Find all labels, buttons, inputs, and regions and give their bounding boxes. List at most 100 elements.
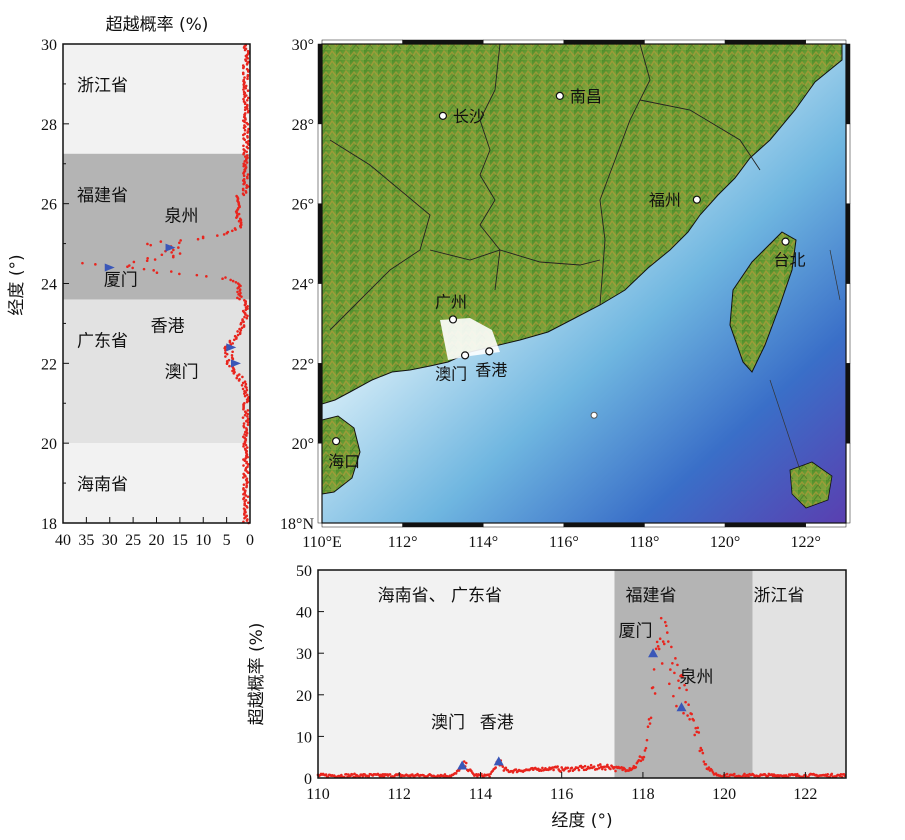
data-point — [94, 263, 97, 266]
data-point — [242, 151, 246, 155]
data-point — [675, 704, 678, 708]
x-tick-label: 15 — [172, 532, 188, 549]
data-point — [664, 624, 668, 628]
data-point — [241, 119, 245, 122]
city-label: 广州 — [435, 292, 467, 311]
data-point — [684, 700, 687, 704]
data-point — [243, 315, 246, 319]
left-title: 超越概率 (%) — [106, 15, 209, 35]
data-point — [178, 241, 181, 245]
y-tick-label: 22 — [41, 356, 57, 373]
data-point — [710, 769, 714, 772]
data-point — [179, 239, 182, 242]
data-point — [682, 711, 685, 715]
province-border — [429, 249, 601, 266]
city-label: 泉州 — [165, 207, 199, 227]
data-point — [627, 769, 631, 772]
data-point — [725, 772, 729, 776]
data-point — [242, 78, 246, 82]
data-point — [242, 88, 245, 91]
map-y-tick-label: 28° — [292, 117, 314, 134]
region-band — [63, 153, 250, 300]
province-border — [639, 99, 761, 171]
data-point — [659, 616, 663, 620]
data-point — [228, 339, 232, 343]
data-point — [244, 443, 248, 447]
data-point — [566, 766, 570, 770]
data-point — [654, 647, 658, 651]
data-point — [556, 765, 559, 768]
data-point — [644, 746, 648, 750]
data-point — [243, 389, 246, 393]
data-point — [246, 77, 249, 81]
data-point — [232, 338, 236, 342]
data-point — [695, 730, 699, 734]
data-point — [247, 395, 250, 399]
data-point — [242, 178, 246, 181]
data-point — [692, 719, 695, 722]
y-tick-label: 28 — [41, 117, 57, 134]
data-point — [245, 150, 249, 154]
data-point — [247, 109, 250, 113]
data-point — [501, 765, 505, 768]
data-point — [676, 663, 679, 667]
data-point — [245, 477, 249, 480]
data-point — [245, 161, 249, 164]
data-point — [597, 766, 601, 770]
city-dot — [692, 195, 701, 204]
data-point — [653, 692, 657, 695]
region-label: 浙江省 — [753, 586, 804, 606]
island-dot — [590, 411, 598, 419]
y-tick-label: 26 — [41, 197, 57, 214]
data-point — [233, 334, 237, 338]
data-point — [245, 98, 249, 102]
data-point — [243, 410, 247, 413]
data-point — [606, 763, 609, 767]
x-tick-label: 5 — [223, 532, 231, 549]
y-tick-label: 20 — [296, 688, 312, 705]
data-point — [142, 267, 146, 271]
data-point — [243, 413, 247, 417]
data-point — [243, 401, 246, 405]
data-point — [245, 446, 249, 449]
data-point — [704, 763, 708, 766]
x-tick-label: 110 — [306, 786, 329, 803]
data-point — [244, 385, 247, 388]
data-point — [243, 433, 246, 436]
data-point — [224, 276, 227, 279]
data-point — [231, 342, 235, 345]
data-point — [707, 766, 711, 769]
x-tick-label: 35 — [78, 532, 94, 549]
city-marker — [226, 343, 237, 352]
data-point — [244, 498, 248, 502]
data-point — [245, 431, 249, 435]
philippine-islands — [789, 461, 833, 509]
city-label: 厦门 — [619, 622, 653, 642]
province-border — [479, 44, 501, 291]
map-y-tick-label: 20° — [292, 436, 314, 453]
data-point — [237, 212, 241, 216]
city-label: 南昌 — [570, 87, 602, 106]
data-point — [462, 760, 466, 763]
region-band — [63, 44, 250, 154]
x-tick-label: 30 — [102, 532, 118, 549]
data-point — [216, 234, 219, 237]
data-point — [639, 759, 643, 763]
pearl-river-estuary — [440, 318, 500, 360]
data-point — [246, 103, 249, 107]
data-point — [242, 324, 246, 327]
data-point — [494, 766, 497, 769]
data-point — [238, 327, 241, 331]
data-point — [242, 144, 245, 148]
data-point — [238, 288, 242, 291]
data-point — [246, 415, 249, 418]
city-label: 泉州 — [679, 667, 713, 687]
data-point — [643, 749, 647, 752]
data-point — [126, 265, 129, 269]
data-point — [674, 657, 677, 660]
data-point — [245, 427, 248, 430]
region-label: 海南省、 广东省 — [378, 586, 502, 606]
data-point — [128, 264, 131, 267]
data-point — [195, 273, 199, 277]
city-dot — [448, 315, 458, 324]
